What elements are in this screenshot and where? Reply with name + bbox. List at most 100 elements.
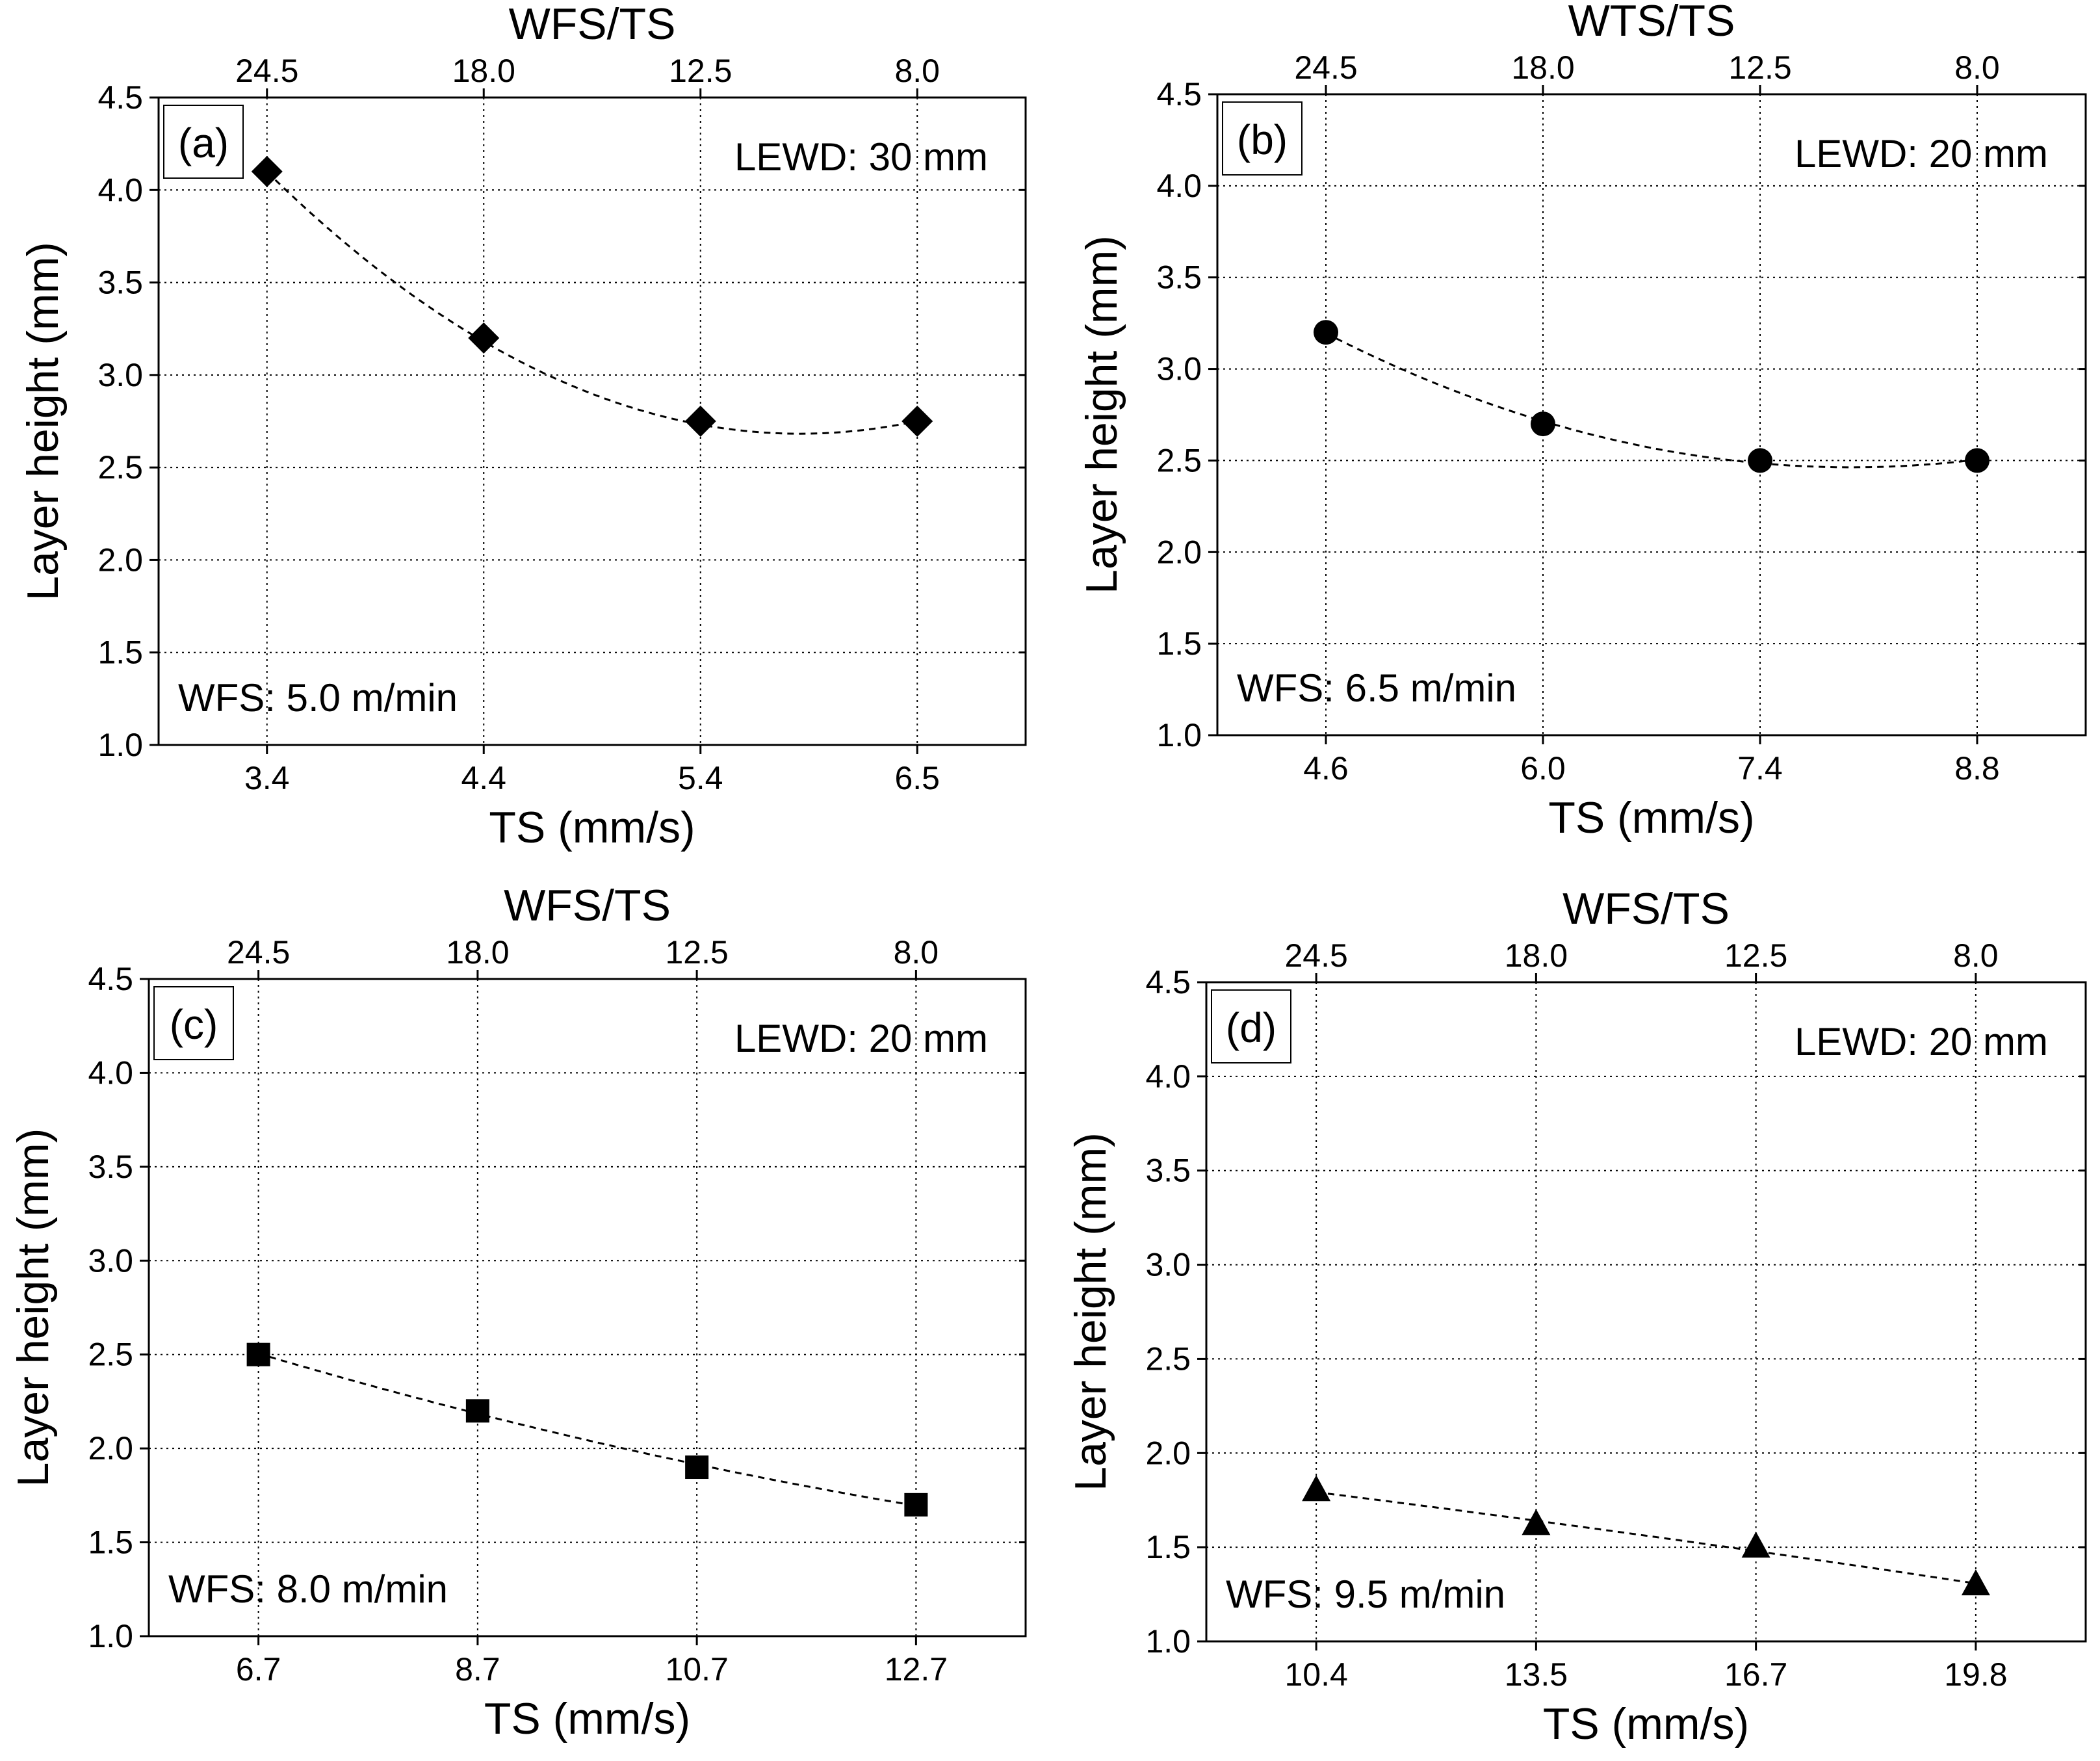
y-tick-label: 3.5 <box>97 265 143 301</box>
top-x-tick-label: 12.5 <box>1728 49 1791 86</box>
y-tick-label: 3.0 <box>88 1242 133 1279</box>
panel-label-box: (a) <box>163 105 244 179</box>
y-tick-label: 3.5 <box>1156 259 1202 296</box>
top-x-tick-label: 18.0 <box>452 53 515 89</box>
y-tick-label: 4.5 <box>1145 964 1191 1000</box>
wfs-annotation: WFS: 5.0 m/min <box>178 676 458 720</box>
top-x-tick-label: 18.0 <box>1511 49 1574 86</box>
y-tick-label: 2.5 <box>97 449 143 486</box>
y-tick-label: 4.5 <box>88 961 133 997</box>
data-point <box>684 406 716 437</box>
y-tick-label: 3.0 <box>97 357 143 393</box>
grid-lines <box>149 979 1026 1636</box>
data-point <box>1314 320 1338 345</box>
data-point <box>685 1455 709 1480</box>
data-point <box>901 406 933 437</box>
y-tick-label: 2.5 <box>88 1337 133 1373</box>
data-points <box>251 155 933 437</box>
y-tick-label: 2.5 <box>1145 1340 1191 1377</box>
y-tick-label: 1.0 <box>1156 717 1202 753</box>
grid-lines <box>1217 94 2086 735</box>
x-tick-label: 5.4 <box>678 760 723 796</box>
wfs-annotation: WFS: 9.5 m/min <box>1226 1572 1505 1616</box>
top-x-axis-title: WFS/TS <box>1562 884 1730 933</box>
y-tick-label: 3.5 <box>1145 1153 1191 1189</box>
data-points <box>246 1342 928 1517</box>
plot-frame <box>1216 93 2087 737</box>
top-x-tick-label: 8.0 <box>894 934 939 971</box>
y-tick-label: 1.5 <box>1145 1529 1191 1565</box>
plot-frame <box>157 96 1027 746</box>
panel-label-box: (c) <box>153 986 234 1060</box>
x-tick-label: 3.4 <box>244 760 290 796</box>
top-x-axis-title: WFS/TS <box>509 0 676 49</box>
x-tick-label: 6.7 <box>236 1651 281 1688</box>
data-point <box>1748 448 1772 473</box>
x-tick-label: 13.5 <box>1505 1656 1568 1693</box>
x-tick-label: 10.7 <box>665 1651 728 1688</box>
data-point <box>1741 1532 1770 1558</box>
y-tick-label: 4.0 <box>1156 168 1202 204</box>
panel-label-frame <box>163 105 244 179</box>
x-tick-label: 4.6 <box>1303 750 1349 787</box>
panel-label-frame <box>1211 989 1291 1063</box>
lewd-annotation: LEWD: 30 mm <box>734 135 988 179</box>
lewd-annotation: LEWD: 20 mm <box>1795 1020 2048 1063</box>
grid-lines <box>159 98 1026 745</box>
panel-label-box: (b) <box>1222 101 1303 176</box>
data-point <box>465 1399 489 1423</box>
data-point <box>1531 411 1555 437</box>
trend-line <box>258 1352 916 1507</box>
panel-label: (d) <box>1226 1004 1277 1051</box>
data-point <box>1522 1509 1551 1535</box>
trend-line <box>266 171 918 435</box>
y-tick-label: 4.0 <box>1145 1058 1191 1095</box>
panel-b: 1.0 1.5 2.0 2.5 3.0 3.5 4.0 4.5 4.6 24.5 6.0 18.0 7.… <box>1077 0 2087 842</box>
data-point <box>1965 448 1990 473</box>
plot-frame <box>148 978 1027 1637</box>
top-x-tick-label: 24.5 <box>235 53 298 89</box>
x-tick-label: 6.0 <box>1520 750 1566 787</box>
x-tick-label: 12.7 <box>885 1651 948 1688</box>
panel-label-frame <box>1222 101 1303 176</box>
x-tick-label: 19.8 <box>1944 1656 2007 1693</box>
y-tick-label: 1.5 <box>1156 625 1202 662</box>
plot-frame <box>1205 981 2087 1643</box>
y-axis-title: Layer height (mm) <box>1066 1132 1115 1491</box>
panel-c: 1.0 1.5 2.0 2.5 3.0 3.5 4.0 4.5 6.7 24.5 8.7 18.0 10… <box>8 881 1027 1743</box>
y-tick-label: 4.0 <box>97 172 143 208</box>
data-point <box>1961 1569 1990 1596</box>
panel-label-box: (d) <box>1211 989 1291 1063</box>
top-x-axis-title: WTS/TS <box>1568 0 1735 46</box>
x-tick-label: 16.7 <box>1724 1656 1787 1693</box>
wfs-annotation: WFS: 8.0 m/min <box>168 1567 448 1611</box>
top-x-tick-label: 12.5 <box>669 53 732 89</box>
grid-lines <box>1206 982 2086 1641</box>
y-tick-label: 1.5 <box>97 634 143 671</box>
top-x-tick-label: 8.0 <box>894 53 940 89</box>
x-tick-label: 8.8 <box>1954 750 2000 787</box>
data-point <box>1302 1475 1331 1502</box>
x-tick-label: 6.5 <box>894 760 940 796</box>
top-x-tick-label: 12.5 <box>665 934 728 971</box>
x-axis-title: TS (mm/s) <box>489 803 695 852</box>
panel-label: (b) <box>1237 116 1288 163</box>
panel-d: 1.0 1.5 2.0 2.5 3.0 3.5 4.0 4.5 10.4 24.5 13.5 18.0… <box>1066 884 2087 1749</box>
top-x-axis-title: WFS/TS <box>504 881 671 930</box>
data-point <box>904 1493 928 1517</box>
y-tick-label: 1.0 <box>1145 1623 1191 1660</box>
top-x-tick-label: 24.5 <box>1294 49 1357 86</box>
y-tick-label: 3.0 <box>1145 1247 1191 1283</box>
x-tick-label: 10.4 <box>1284 1656 1347 1693</box>
y-tick-label: 4.0 <box>88 1054 133 1091</box>
data-point <box>468 322 500 354</box>
y-tick-label: 4.5 <box>1156 76 1202 112</box>
y-tick-label: 2.0 <box>1156 534 1202 570</box>
y-tick-label: 3.5 <box>88 1149 133 1185</box>
trend-line <box>1316 1491 1977 1585</box>
data-point <box>251 155 283 187</box>
panel-label: (a) <box>178 120 229 166</box>
y-tick-label: 2.0 <box>1145 1435 1191 1471</box>
top-x-tick-label: 12.5 <box>1724 937 1787 974</box>
